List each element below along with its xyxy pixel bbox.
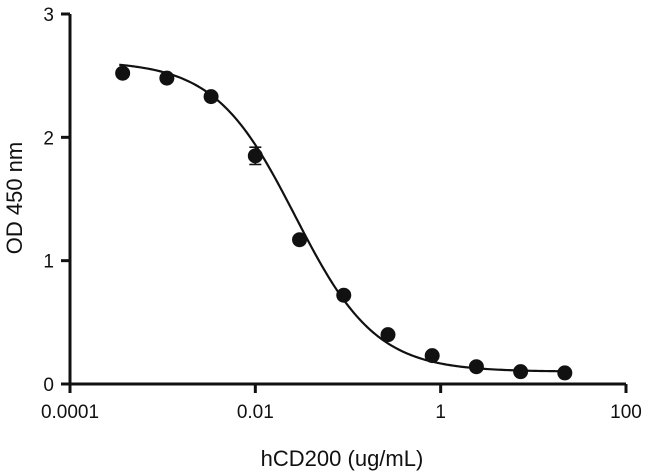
y-tick-label: 3 <box>43 5 54 26</box>
y-tick-label: 1 <box>43 252 54 273</box>
y-axis-label: OD 450 nm <box>2 142 27 255</box>
data-point <box>247 148 263 164</box>
data-point <box>292 232 308 248</box>
data-point <box>203 89 219 105</box>
fit-curve <box>119 63 566 373</box>
data-point <box>115 65 131 81</box>
data-point <box>159 70 175 86</box>
data-point <box>424 348 440 364</box>
data-point <box>468 359 484 375</box>
y-tick-label: 0 <box>43 375 54 396</box>
x-axis-label: hCD200 (ug/mL) <box>261 446 424 471</box>
x-ticks: 0.0001 0.01 1 100 <box>41 384 642 423</box>
x-tick-label: 100 <box>610 402 642 423</box>
x-tick-label: 0.01 <box>237 402 274 423</box>
error-bars <box>116 68 571 375</box>
x-tick-label: 1 <box>435 402 446 423</box>
data-point <box>557 365 573 381</box>
axes <box>68 14 626 386</box>
data-points <box>115 65 573 381</box>
y-tick-label: 2 <box>43 128 54 149</box>
y-ticks: 0 1 2 3 <box>43 5 70 396</box>
data-point <box>336 287 352 303</box>
data-point <box>513 364 529 380</box>
data-point <box>380 327 396 343</box>
x-tick-label: 0.0001 <box>41 402 99 423</box>
